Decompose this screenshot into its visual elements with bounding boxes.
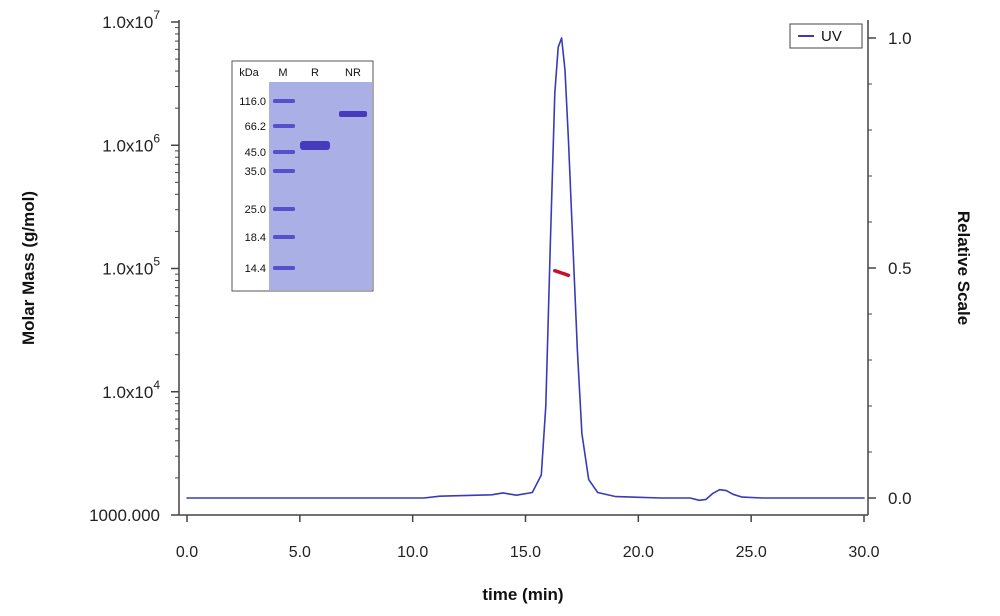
gel-marker-band — [273, 169, 295, 173]
x-ticks: 0.0 5.0 10.0 15.0 20.0 25.0 30.0 — [176, 515, 880, 561]
gel-marker-band — [273, 99, 295, 103]
x-tick-label: 5.0 — [289, 544, 311, 561]
gel-band-nonreduced — [339, 111, 367, 117]
molar-mass-series — [553, 268, 571, 278]
gel-marker-band — [273, 207, 295, 211]
y-right-tick-label: 0.0 — [888, 489, 912, 508]
gel-marker-band — [273, 124, 295, 128]
gel-band-reduced — [300, 141, 330, 150]
y-left-tick-label: 1.0x106 — [102, 131, 160, 155]
gel-marker-label: 25.0 — [245, 204, 266, 216]
gel-markers: 116.0 66.2 45.0 35.0 25.0 18.4 14.4 — [239, 96, 295, 275]
gel-marker-label: 66.2 — [245, 121, 266, 133]
gel-marker-band — [273, 235, 295, 239]
uv-trace-series — [186, 37, 865, 502]
gel-header-kda: kDa — [239, 67, 259, 79]
gel-header-r: R — [311, 67, 319, 79]
y-right-tick-label: 0.5 — [888, 259, 912, 278]
x-tick-label: 25.0 — [736, 544, 767, 561]
legend: UV — [789, 23, 863, 49]
y-right-tick-label: 1.0 — [888, 29, 912, 48]
inset-gel: kDa M R NR 116.0 66.2 45.0 35.0 25.0 18.4 14.4 — [231, 60, 374, 292]
y-left-tick-exponent: 4 — [153, 378, 160, 392]
y-left-axis-title: Molar Mass (g/mol) — [19, 191, 38, 345]
y-left-ticks: 1000.000 1.0x104 1.0x105 1.0x106 1.0x107 — [89, 8, 179, 525]
y-left-tick-label: 1.0x104 — [102, 378, 160, 402]
x-tick-label: 20.0 — [623, 544, 654, 561]
x-tick-label: 0.0 — [176, 544, 198, 561]
series-layer — [186, 37, 865, 502]
gel-marker-label: 116.0 — [239, 96, 266, 108]
gel-marker-label: 45.0 — [245, 147, 266, 159]
y-left-tick-label: 1000.000 — [89, 506, 160, 525]
x-tick-label: 30.0 — [848, 544, 879, 561]
x-tick-label: 15.0 — [510, 544, 541, 561]
legend-label: UV — [821, 28, 842, 45]
gel-marker-band — [273, 150, 295, 154]
y-right-axis-title: Relative Scale — [954, 211, 973, 325]
y-left-tick-exponent: 5 — [153, 255, 160, 269]
gel-header-m: M — [278, 67, 287, 79]
gel-marker-label: 14.4 — [245, 263, 266, 275]
gel-header-nr: NR — [345, 67, 361, 79]
y-left-tick-exponent: 6 — [153, 131, 160, 145]
x-tick-label: 10.0 — [397, 544, 428, 561]
x-axis-title: time (min) — [482, 585, 563, 604]
gel-marker-label: 18.4 — [245, 232, 266, 244]
y-left-tick-exponent: 7 — [153, 8, 160, 22]
y-right-ticks: 0.0 0.5 1.0 — [868, 29, 912, 508]
gel-marker-label: 35.0 — [245, 166, 266, 178]
gel-marker-band — [273, 266, 295, 270]
y-left-tick-label: 1.0x107 — [102, 8, 160, 32]
y-left-tick-label: 1.0x105 — [102, 255, 160, 279]
